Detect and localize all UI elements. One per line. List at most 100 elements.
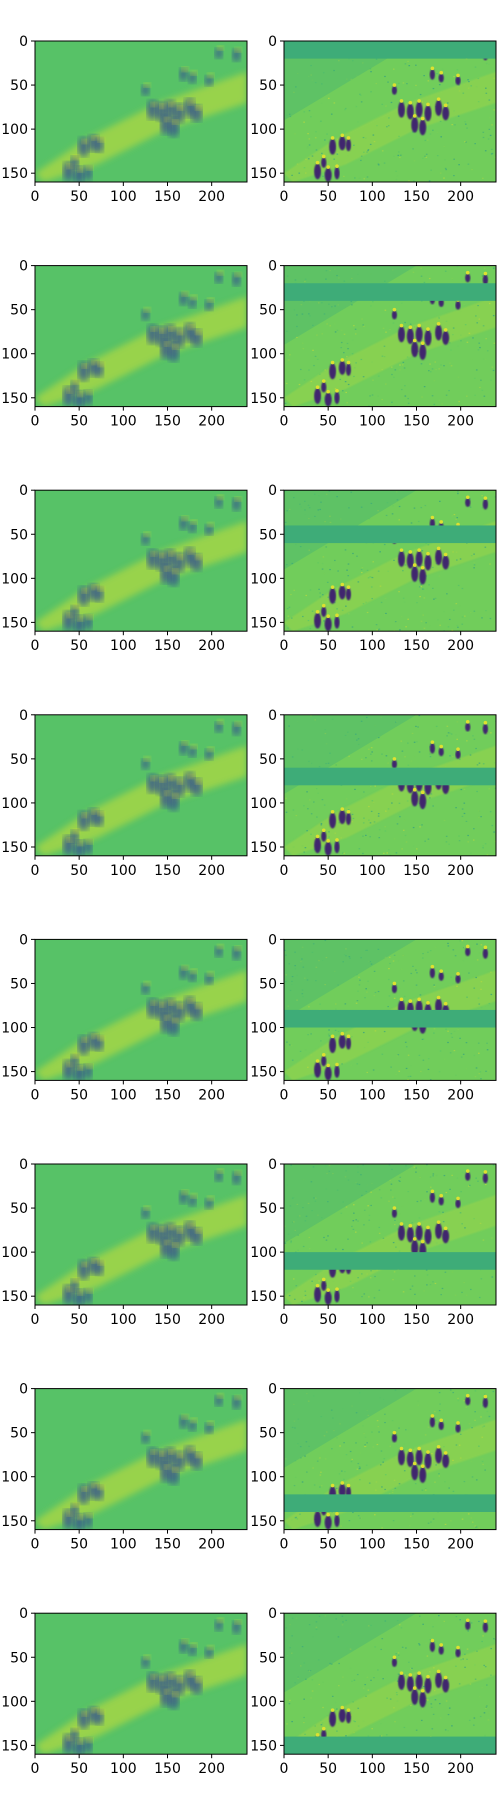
subplot-r7-c1: 0 50 100 150 200 0 50 100 150: [1, 1382, 248, 1553]
subplot-r5-c1: 0 50 100 150 200 0 50 100 150: [1, 932, 248, 1103]
x-tick-label: 50: [70, 1537, 88, 1553]
heatmap-image: [284, 490, 496, 632]
heatmap-image: [284, 1164, 496, 1305]
x-tick-label: 200: [198, 1087, 225, 1103]
x-tick-label: 100: [110, 1087, 137, 1103]
x-tick-label: 50: [70, 638, 88, 654]
x-tick-label: 50: [70, 1312, 88, 1328]
y-tick-label: 50: [259, 976, 277, 992]
heatmap-image: [35, 939, 247, 1081]
subplot-r3-c2: 0 50 100 150 200 0 50 100 150: [250, 483, 497, 654]
y-tick-label: 0: [268, 1157, 277, 1173]
subplot-r5-c2: 0 50 100 150 200 0 50 100 150: [250, 932, 497, 1103]
y-tick-label: 0: [268, 483, 277, 499]
y-tick-label: 50: [259, 1201, 277, 1217]
heatmap-image: [35, 1388, 247, 1530]
axes-frame: [283, 40, 497, 183]
y-tick-label: 0: [19, 1382, 28, 1398]
axes-frame: [283, 1388, 497, 1531]
y-tick-label: 50: [10, 752, 28, 768]
axes-frame: [34, 1163, 248, 1306]
x-tick-label: 100: [110, 414, 137, 430]
masked-band: [284, 1252, 496, 1270]
x-tick-label: 0: [31, 863, 40, 879]
y-tick-label: 50: [10, 1201, 28, 1217]
y-tick-label: 100: [1, 1470, 28, 1486]
axes-frame: [283, 489, 497, 632]
y-tick-label: 100: [250, 1245, 277, 1261]
y-tick-label: 100: [250, 796, 277, 812]
y-tick-label: 50: [259, 752, 277, 768]
masked-band: [284, 283, 496, 301]
y-tick-label: 0: [19, 483, 28, 499]
y-tick-label: 150: [1, 1514, 28, 1530]
y-tick-label: 100: [1, 571, 28, 587]
y-tick-label: 100: [250, 1470, 277, 1486]
x-tick-label: 50: [70, 414, 88, 430]
x-tick-label: 200: [198, 414, 225, 430]
x-tick-label: 50: [319, 1087, 337, 1103]
x-tick-label: 0: [280, 638, 289, 654]
x-tick-label: 100: [359, 638, 386, 654]
heatmap-image: [284, 939, 496, 1081]
x-tick-label: 150: [403, 1537, 430, 1553]
x-tick-label: 200: [198, 1761, 225, 1777]
x-tick-label: 50: [319, 1312, 337, 1328]
subplot-r6-c2: 0 50 100 150 200 0 50 100 150: [250, 1157, 497, 1328]
y-tick-label: 50: [259, 1650, 277, 1666]
y-tick-label: 0: [268, 1382, 277, 1398]
x-tick-label: 100: [359, 1537, 386, 1553]
x-tick-label: 0: [31, 638, 40, 654]
masked-band: [284, 767, 496, 786]
x-tick-label: 50: [319, 638, 337, 654]
x-tick-label: 150: [154, 414, 181, 430]
x-tick-label: 100: [110, 1761, 137, 1777]
heatmap-image: [284, 1388, 496, 1530]
masked-band: [284, 525, 496, 544]
y-tick-label: 50: [10, 78, 28, 94]
x-tick-label: 150: [403, 1761, 430, 1777]
y-tick-label: 150: [1, 1065, 28, 1081]
y-tick-label: 100: [1, 796, 28, 812]
axes-frame: [34, 489, 248, 632]
y-tick-label: 100: [1, 347, 28, 363]
x-tick-label: 0: [31, 1087, 40, 1103]
x-tick-label: 0: [31, 1312, 40, 1328]
x-tick-label: 150: [154, 189, 181, 205]
y-tick-label: 100: [1, 1245, 28, 1261]
heatmap-image: [35, 1164, 247, 1305]
y-tick-label: 100: [1, 1021, 28, 1037]
y-tick-label: 50: [10, 527, 28, 543]
y-tick-label: 150: [250, 1514, 277, 1530]
x-tick-label: 150: [403, 1087, 430, 1103]
heatmap-image: [284, 1613, 496, 1755]
subplot-r1-c1: 0 50 100 150 200 0 50 100 150: [1, 34, 248, 205]
subplot-r1-c2: 0 50 100 150 200 0 50 100 150: [250, 34, 497, 205]
x-tick-label: 100: [110, 1537, 137, 1553]
x-tick-label: 150: [403, 1312, 430, 1328]
y-tick-label: 150: [1, 1738, 28, 1754]
axes-frame: [34, 265, 248, 408]
x-tick-label: 200: [447, 1087, 474, 1103]
x-tick-label: 50: [319, 1537, 337, 1553]
subplot-r6-c1: 0 50 100 150 200 0 50 100 150: [1, 1157, 248, 1328]
heatmap-image: [284, 41, 496, 182]
axes-frame: [283, 1163, 497, 1306]
masked-band: [284, 1494, 496, 1512]
y-tick-label: 0: [19, 932, 28, 948]
axes-frame: [283, 938, 497, 1081]
x-tick-label: 50: [70, 1761, 88, 1777]
heatmap-image: [35, 265, 247, 407]
x-tick-label: 100: [110, 189, 137, 205]
y-tick-label: 150: [250, 1289, 277, 1305]
y-tick-label: 0: [19, 708, 28, 724]
x-tick-label: 50: [319, 863, 337, 879]
y-tick-label: 150: [1, 1289, 28, 1305]
x-tick-label: 150: [154, 1537, 181, 1553]
y-tick-label: 50: [10, 1426, 28, 1442]
y-tick-label: 150: [250, 840, 277, 856]
x-tick-label: 150: [154, 1761, 181, 1777]
x-tick-label: 50: [319, 414, 337, 430]
y-tick-label: 0: [19, 259, 28, 275]
